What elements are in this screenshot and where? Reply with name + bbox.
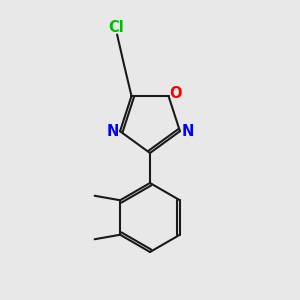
Text: N: N <box>106 124 119 139</box>
Text: Cl: Cl <box>108 20 124 35</box>
Text: N: N <box>181 124 194 139</box>
Text: O: O <box>169 86 182 101</box>
